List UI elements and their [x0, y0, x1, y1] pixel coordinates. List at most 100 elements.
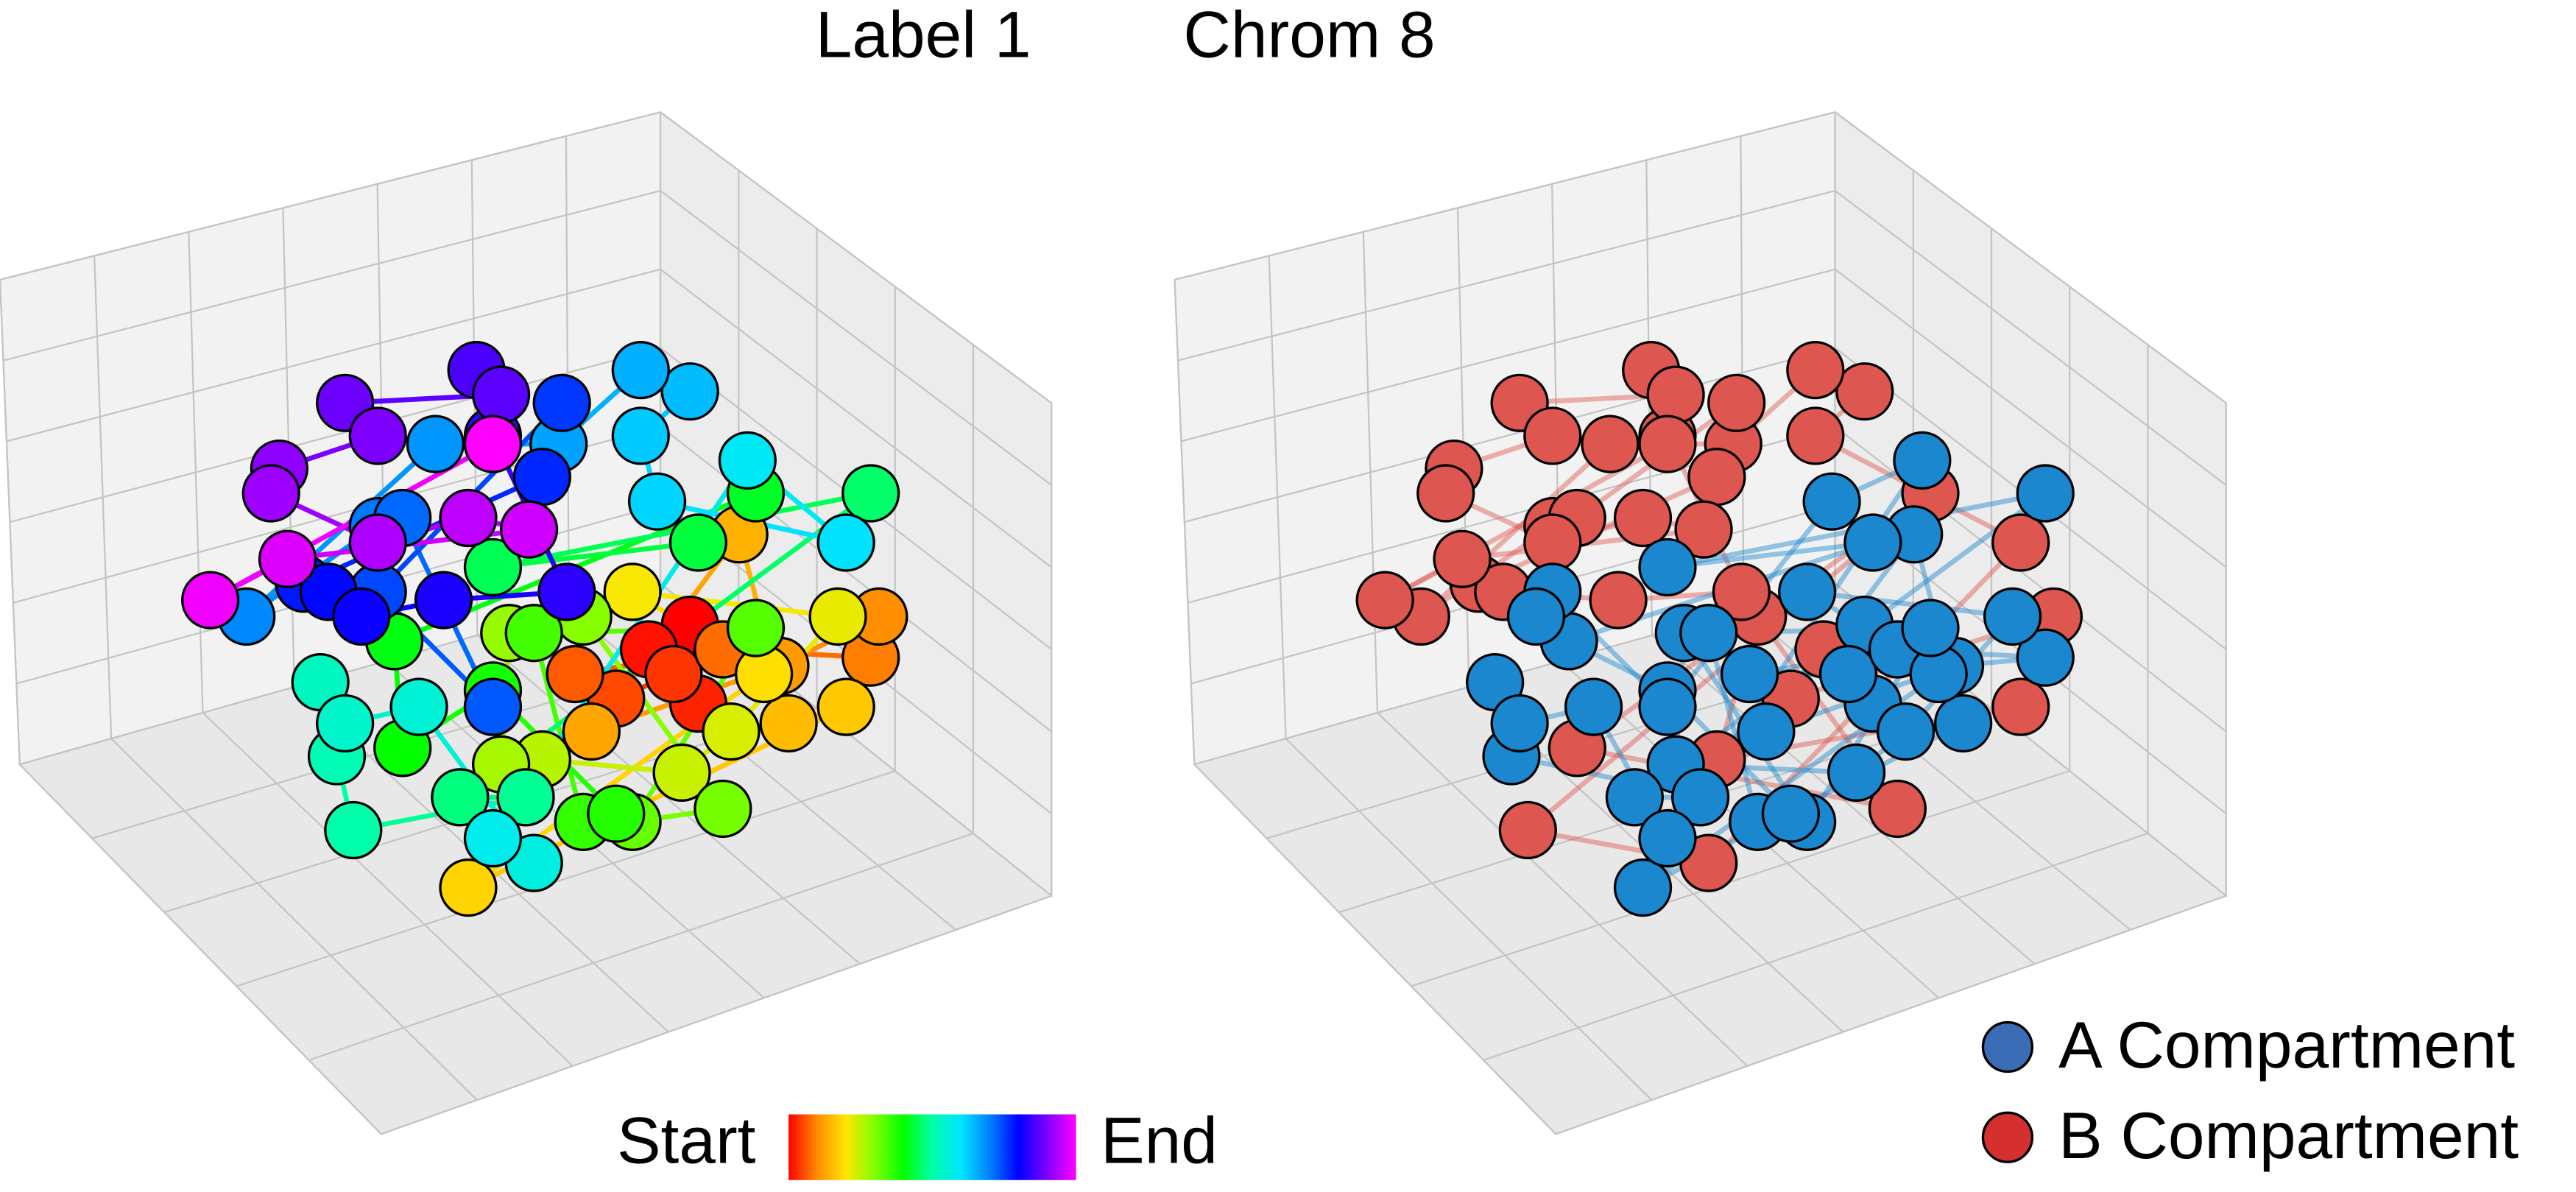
bead	[1707, 373, 1766, 432]
bead	[562, 702, 621, 761]
bead	[627, 472, 687, 531]
left-panel	[0, 110, 1054, 1135]
bead	[324, 800, 383, 860]
bead	[1876, 702, 1935, 761]
panel-title: Chrom 8	[1183, 0, 1435, 71]
pane-grid	[3, 189, 661, 362]
bead	[348, 406, 407, 465]
bead	[1416, 464, 1475, 523]
bead	[1638, 415, 1697, 473]
bead	[463, 809, 523, 868]
legend: A Compartment B Compartment	[1981, 1008, 2519, 1172]
pane-grid	[202, 712, 574, 1067]
bead	[1983, 587, 2042, 646]
colorbar-start: Start	[617, 1104, 756, 1177]
bead	[1564, 677, 1623, 736]
pane-grid	[1834, 111, 2227, 404]
bead	[718, 431, 777, 490]
chain-segment	[493, 540, 699, 570]
bead	[546, 644, 604, 704]
bead	[1523, 513, 1582, 572]
chain-segment	[1807, 589, 2013, 619]
pane-grid	[6, 268, 661, 442]
bead	[1843, 513, 1902, 572]
bead	[499, 500, 559, 559]
legend-label: B Compartment	[2058, 1098, 2519, 1172]
bead	[439, 488, 498, 548]
bead	[1687, 448, 1746, 507]
pane-grid	[1411, 770, 2070, 987]
bead	[1786, 406, 1845, 465]
bead	[332, 587, 391, 646]
bead	[1893, 431, 1952, 490]
bead	[1355, 571, 1414, 629]
pane-grid	[18, 763, 382, 1135]
pane-grid	[1834, 190, 2227, 486]
bead	[1679, 604, 1738, 663]
pane-grid	[381, 895, 1052, 1135]
bead	[463, 677, 523, 736]
bead	[1646, 365, 1705, 424]
bead	[702, 702, 761, 761]
bead	[1802, 472, 1861, 531]
pane-grid	[1174, 111, 1835, 281]
pane-grid	[1177, 189, 1835, 362]
bead	[463, 415, 523, 473]
legend-marker	[1981, 1111, 2034, 1163]
bead	[1818, 644, 1878, 704]
chain-segment	[1667, 540, 1874, 570]
chain-segment	[532, 632, 586, 823]
bead	[1638, 537, 1697, 597]
bead	[1674, 500, 1733, 559]
bead	[1720, 644, 1779, 704]
pane-grid	[660, 190, 1052, 486]
bead	[348, 513, 407, 572]
bead	[841, 464, 900, 523]
bead	[1778, 563, 1837, 621]
bead	[759, 694, 818, 753]
bead	[726, 599, 786, 657]
bead	[1638, 677, 1697, 736]
bead	[1868, 779, 1927, 839]
bead	[181, 571, 240, 629]
bead	[463, 537, 523, 597]
chain-segment	[1706, 632, 1760, 823]
bead	[316, 694, 375, 753]
bead	[532, 373, 591, 432]
bead	[504, 604, 563, 663]
bead	[471, 365, 531, 424]
bead	[808, 587, 867, 646]
legend-marker	[1981, 1020, 2034, 1073]
pane-grid	[1377, 712, 1748, 1067]
colorbar-end: End	[1101, 1104, 1218, 1177]
panel-title: Label 1	[816, 0, 1031, 71]
bead	[611, 406, 670, 465]
bead	[1835, 362, 1894, 421]
bead	[1589, 571, 1648, 629]
bead	[496, 768, 555, 827]
pane-grid	[1483, 832, 2148, 1061]
bead	[431, 768, 490, 827]
bead	[1712, 563, 1771, 621]
bead	[1433, 529, 1492, 588]
chain-segment	[632, 589, 839, 619]
pane-grid	[660, 268, 1052, 568]
legend-label: A Compartment	[2058, 1008, 2515, 1082]
pane-grid	[308, 832, 974, 1061]
pane-grid	[236, 770, 896, 987]
bead	[816, 677, 875, 736]
pane-grid	[110, 738, 478, 1101]
bead	[439, 858, 498, 917]
bead	[406, 415, 465, 473]
bead	[2016, 628, 2075, 687]
bead	[1991, 677, 2050, 736]
bead	[1737, 702, 1796, 761]
bead	[512, 448, 572, 507]
bead	[1613, 858, 1673, 917]
bead	[258, 529, 317, 588]
pane-grid	[1651, 635, 2036, 965]
bead	[537, 563, 596, 621]
bead	[414, 571, 473, 629]
